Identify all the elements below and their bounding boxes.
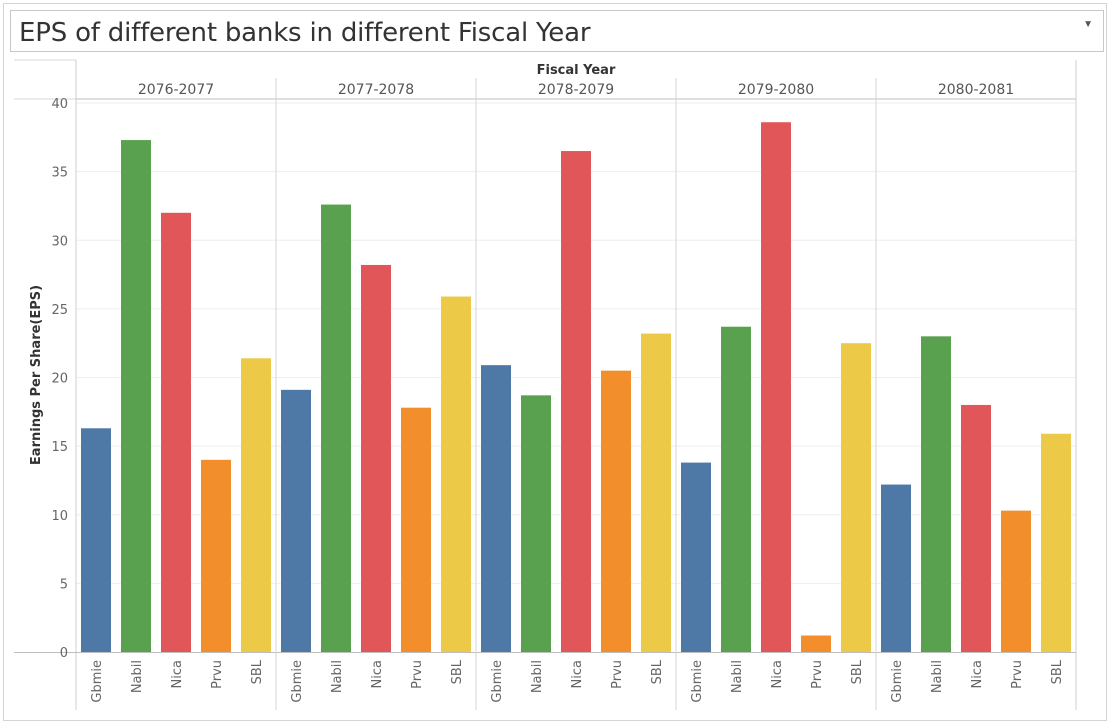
x-tick-label: Gbmie	[90, 660, 105, 703]
fiscal-year-header: 2079-2080	[738, 82, 814, 98]
chart-title: EPS of different banks in different Fisc…	[19, 18, 591, 48]
x-tick-label: Nica	[970, 660, 985, 688]
y-tick-label: 10	[51, 509, 68, 524]
bar-gbmie-2079-2080[interactable]	[681, 462, 711, 652]
y-tick-label: 5	[60, 577, 68, 592]
x-tick-label: Nabil	[730, 660, 745, 693]
bar-prvu-2077-2078[interactable]	[401, 407, 431, 652]
bar-nabil-2080-2081[interactable]	[921, 336, 951, 652]
x-tick-label: SBL	[850, 659, 865, 684]
x-tick-label: Prvu	[210, 660, 225, 689]
x-tick-label: Gbmie	[890, 660, 905, 703]
x-tick-label: Gbmie	[290, 660, 305, 703]
y-tick-label: 30	[51, 234, 68, 249]
bar-nica-2079-2080[interactable]	[761, 122, 791, 653]
bar-nabil-2079-2080[interactable]	[721, 326, 751, 652]
x-tick-label: Nica	[370, 660, 385, 688]
x-tick-label: Nabil	[130, 660, 145, 693]
x-tick-label: SBL	[450, 659, 465, 684]
dashboard-frame	[3, 3, 1107, 721]
y-tick-label: 20	[51, 372, 68, 387]
bar-gbmie-2076-2077[interactable]	[81, 428, 111, 652]
bar-prvu-2078-2079[interactable]	[601, 370, 631, 652]
x-tick-label: Nica	[570, 660, 585, 688]
x-tick-label: SBL	[1050, 659, 1065, 684]
bar-nica-2077-2078[interactable]	[361, 264, 391, 652]
y-tick-label: 40	[51, 97, 68, 112]
x-tick-label: Prvu	[810, 660, 825, 689]
bar-sbl-2079-2080[interactable]	[841, 343, 871, 652]
fiscal-year-header: 2078-2079	[538, 82, 614, 98]
x-tick-label: Prvu	[410, 660, 425, 689]
y-axis-title: Earnings Per Share(EPS)	[29, 285, 44, 465]
x-tick-label: Prvu	[610, 660, 625, 689]
bar-gbmie-2080-2081[interactable]	[881, 484, 911, 652]
bar-nica-2080-2081[interactable]	[961, 404, 991, 652]
bar-nabil-2076-2077[interactable]	[121, 140, 151, 652]
fiscal-year-header: 2077-2078	[338, 82, 414, 98]
bar-sbl-2076-2077[interactable]	[241, 358, 271, 652]
bar-gbmie-2078-2079[interactable]	[481, 365, 511, 652]
title-bar: EPS of different banks in different Fisc…	[10, 10, 1104, 52]
y-tick-label: 35	[51, 166, 68, 181]
x-tick-label: Prvu	[1010, 660, 1025, 689]
y-tick-label: 15	[51, 440, 68, 455]
bar-sbl-2078-2079[interactable]	[641, 333, 671, 652]
y-tick-label: 0	[60, 646, 68, 661]
x-tick-label: Nabil	[530, 660, 545, 693]
x-tick-label: Nica	[770, 660, 785, 688]
bar-nica-2076-2077[interactable]	[161, 212, 191, 653]
bar-nabil-2078-2079[interactable]	[521, 395, 551, 652]
labels: 0 5 10 15 20 25 30 35 40 2076-2077 Gbmie Nabil Nica P…	[51, 82, 1065, 703]
bar-sbl-2077-2078[interactable]	[441, 296, 471, 652]
x-tick-label: Nabil	[330, 660, 345, 693]
bars	[81, 122, 1071, 653]
x-tick-label: Nica	[170, 660, 185, 688]
x-tick-label: SBL	[250, 659, 265, 684]
chart-frame-lines	[14, 59, 1077, 710]
bar-prvu-2079-2080[interactable]	[801, 635, 831, 652]
x-tick-label: Gbmie	[490, 660, 505, 703]
x-tick-label: Nabil	[930, 660, 945, 693]
fiscal-year-header: 2076-2077	[138, 82, 214, 98]
bar-sbl-2080-2081[interactable]	[1041, 433, 1071, 652]
x-tick-label: Gbmie	[690, 660, 705, 703]
bar-nica-2078-2079[interactable]	[561, 151, 591, 652]
x-tick-label: SBL	[650, 659, 665, 684]
bar-gbmie-2077-2078[interactable]	[281, 389, 311, 652]
bar-prvu-2080-2081[interactable]	[1001, 510, 1031, 652]
y-tick-label: 25	[51, 303, 68, 318]
fiscal-year-header: 2080-2081	[938, 82, 1014, 98]
bar-prvu-2076-2077[interactable]	[201, 459, 231, 652]
caret-down-icon[interactable]: ▼	[1083, 19, 1093, 30]
column-header-fiscal-year: Fiscal Year	[537, 63, 616, 78]
bar-nabil-2077-2078[interactable]	[321, 204, 351, 652]
